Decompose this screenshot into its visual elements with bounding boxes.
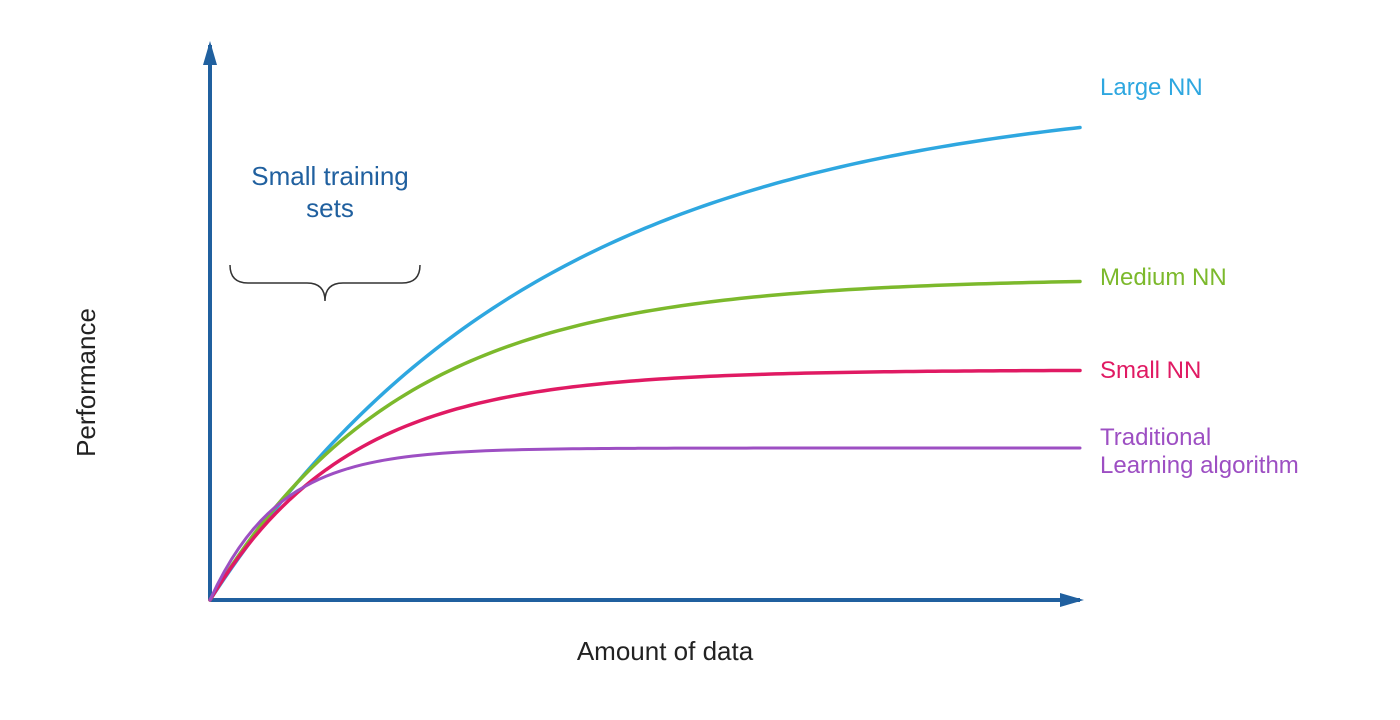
annotation-text-line2: sets <box>306 193 354 223</box>
annotation-text-line1: Small training <box>251 161 409 191</box>
curve-label-traditional-line2: Learning algorithm <box>1100 452 1299 479</box>
curve-label-medium_nn: Medium NN <box>1100 264 1227 291</box>
curve-label-traditional: Traditional <box>1100 424 1211 451</box>
x-axis-label: Amount of data <box>577 636 754 666</box>
y-axis-label: Performance <box>71 308 101 457</box>
curve-label-small_nn: Small NN <box>1100 357 1201 384</box>
curve-label-large_nn: Large NN <box>1100 74 1203 101</box>
performance-vs-data-chart: Small training sets Performance Amount o… <box>0 0 1400 720</box>
